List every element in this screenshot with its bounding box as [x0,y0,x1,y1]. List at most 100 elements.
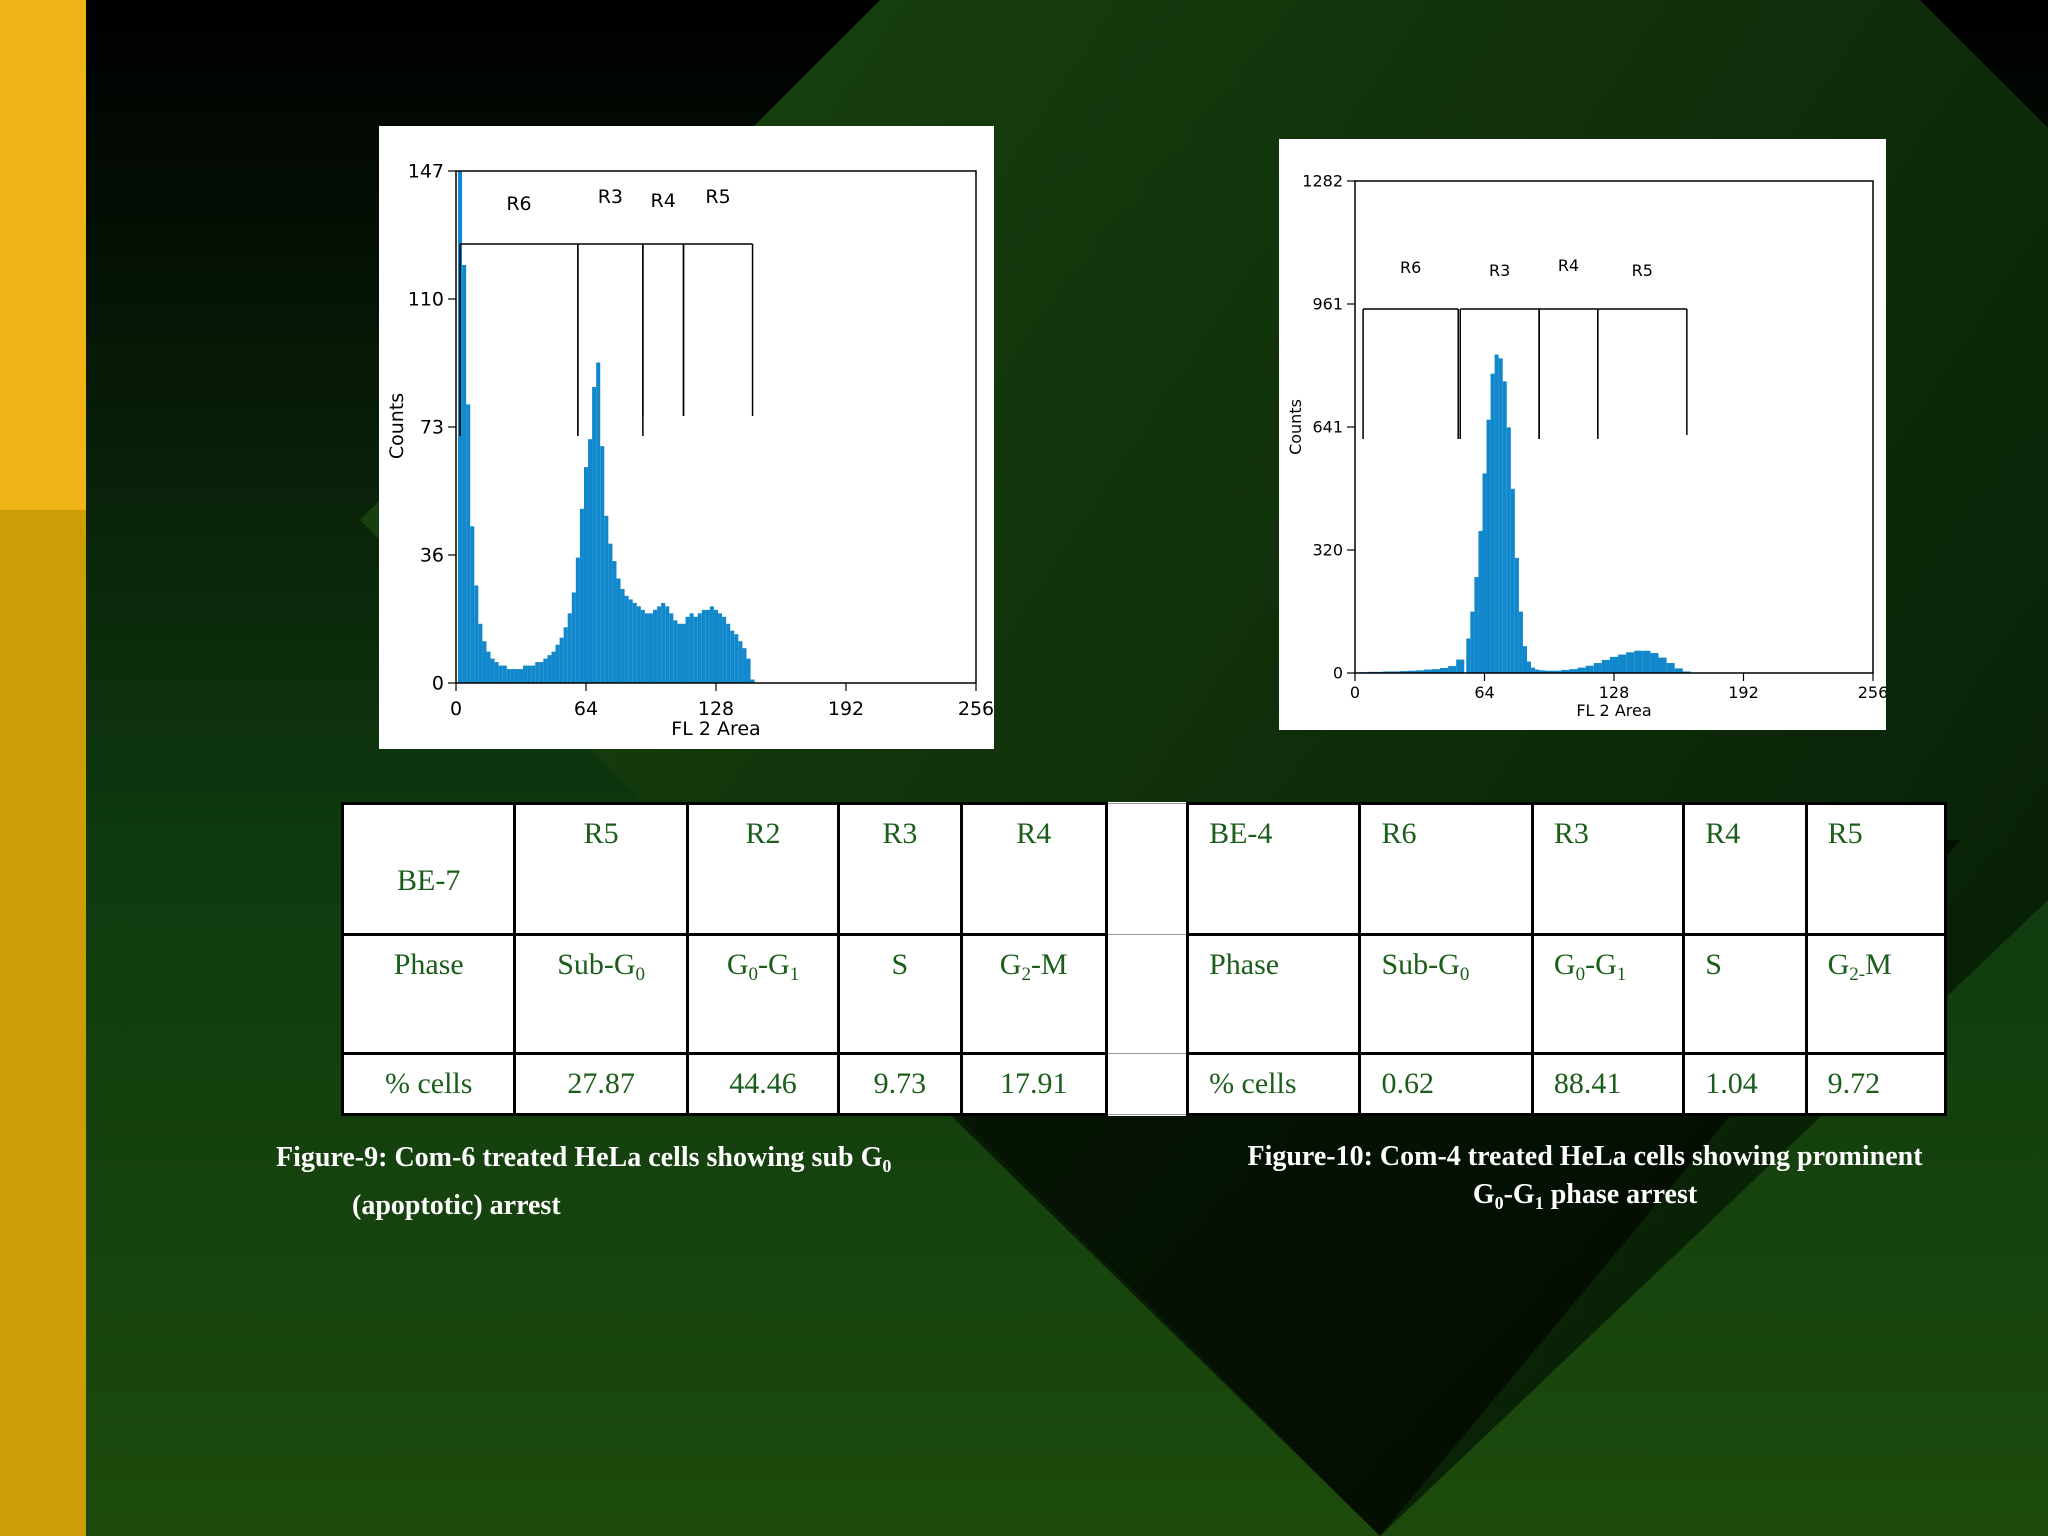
histogram-bar [1494,354,1499,673]
y-tick-label: 0 [432,673,444,695]
y-tick-label: 1282 [1302,172,1343,191]
region-label: R3 [598,186,623,208]
y-tick-label: 641 [1312,418,1343,437]
x-tick-label: 256 [1858,683,1886,702]
table-percent-row: % cells 27.87 44.46 9.73 17.91 % cells 0… [340,1052,1948,1116]
y-axis-label: Counts [386,393,408,459]
x-tick-label: 0 [1350,683,1360,702]
table-cell-right-region: R6 [1358,802,1534,936]
histogram-bar [575,557,580,683]
table-cell-left-region: R2 [685,802,841,936]
histogram-figure-9-svg: 0 64 128 192 256 0 36 73 110 147 FL 2 Area Counts R6… [386,161,994,740]
table-cell-right-phase: S [1682,933,1808,1055]
histogram-bar [653,609,658,683]
histogram-bar [596,362,601,683]
x-tick-label: 0 [450,698,462,720]
table-cell-left-percent: 17.91 [959,1052,1108,1116]
histogram-figure-10-svg: 0 64 128 192 256 0 320 641 961 1282 FL 2 Area Count… [1286,172,1886,720]
histogram-bar [1526,661,1532,673]
table-cell-left-phase: Sub-G0 [513,933,689,1055]
histogram-bar [608,543,613,683]
figure-10-caption-line1: Figure-10: Com-4 treated HeLa cells show… [1247,1141,1923,1172]
histogram-bar [718,613,723,683]
histogram-bar [474,585,479,683]
region-label: R6 [1400,258,1421,277]
histogram-bar [681,623,686,683]
histogram-bar [1431,669,1440,673]
histogram-bar [1514,557,1519,673]
histogram-bar [571,592,576,683]
histogram-bar [1439,668,1449,673]
table-cell-left-phase: G0-G1 [685,933,841,1055]
x-tick-label: 256 [958,698,994,720]
table-cell-left-region: R4 [959,802,1108,936]
histogram-bar [1642,650,1651,673]
table-cell-right-region: R4 [1682,802,1808,936]
table-cell-left-percent: 9.73 [837,1052,963,1116]
table-cell-left-phase-label: Phase [340,933,517,1055]
histogram-bar [579,508,584,683]
cell-cycle-table: BE-7 R5 R2 R3 R4 BE-4 R6 R3 R4 R5 Phase … [340,802,1948,1116]
region-label: R5 [705,186,730,208]
table-cell-right-percent: 1.04 [1682,1052,1808,1116]
histogram-bar [709,606,714,683]
histogram-bar [1674,668,1683,673]
histogram-bar [1470,611,1475,673]
histogram-bar [1561,669,1570,673]
figure-9-caption-line2: (apoptotic) arrest [352,1190,561,1221]
histogram-bar [730,630,735,683]
table-cell-right-percent: 0.62 [1358,1052,1534,1116]
table-cell-right-region: R3 [1530,802,1686,936]
plot-frame [1354,180,1874,674]
histogram-bar [632,602,637,683]
histogram-bar [604,515,609,683]
histogram-bar [583,467,589,683]
histogram-bar [1474,577,1479,673]
histogram-bar [722,616,727,683]
x-tick-label: 128 [1599,683,1630,702]
histogram-bar [746,658,751,683]
histogram-bar [494,662,499,683]
histogram-bar [539,662,544,683]
table-gap-cell [1105,1053,1189,1115]
histogram-bar [588,439,593,683]
histogram-bar [1658,657,1667,673]
histogram-bar [543,658,548,683]
table-cell-left-sample: BE-7 [340,802,517,936]
histogram-bar [510,669,515,683]
x-tick-label: 128 [698,698,734,720]
table-cell-left-percent: 44.46 [685,1052,841,1116]
histogram-bar [498,665,503,683]
histogram-bar [697,613,702,683]
histogram-bar [1537,670,1546,673]
histogram-bar [559,637,564,683]
region-label: R4 [651,190,676,212]
histogram-bar [1593,663,1602,673]
x-tick-label: 192 [828,698,864,720]
histogram-bar [547,655,552,683]
histogram-bar [1585,665,1594,673]
figure-10-caption-line2: G0-G1 phase arrest [1472,1179,1698,1213]
histogram-bar [1383,671,1392,673]
histogram-bar [1601,659,1610,673]
table-cell-right-percent: 88.41 [1530,1052,1686,1116]
histogram-bar [1531,667,1536,673]
histogram-bar [1618,654,1627,673]
histogram-bar [1399,671,1408,673]
histogram-figure-9: 0 64 128 192 256 0 36 73 110 147 FL 2 Area Counts R6… [379,126,994,749]
y-tick-label: 36 [420,545,444,567]
histogram-bar [616,578,621,683]
histogram-bar [1634,650,1643,673]
y-tick-label: 320 [1312,541,1343,560]
histogram-bar [636,606,641,683]
histogram-bar [506,669,511,683]
table-cell-left-region: R3 [837,802,963,936]
histogram-bar [466,404,471,683]
histogram-bar [1448,666,1457,673]
histogram-bar [523,665,528,683]
histogram-bar [648,613,654,683]
table-phase-row: Phase Sub-G0 G0-G1 S G2-M Phase Sub-G0 G… [340,933,1948,1055]
histogram-bar [738,641,743,683]
histogram-bar [482,641,487,683]
table-cell-left-percent-label: % cells [340,1052,517,1116]
